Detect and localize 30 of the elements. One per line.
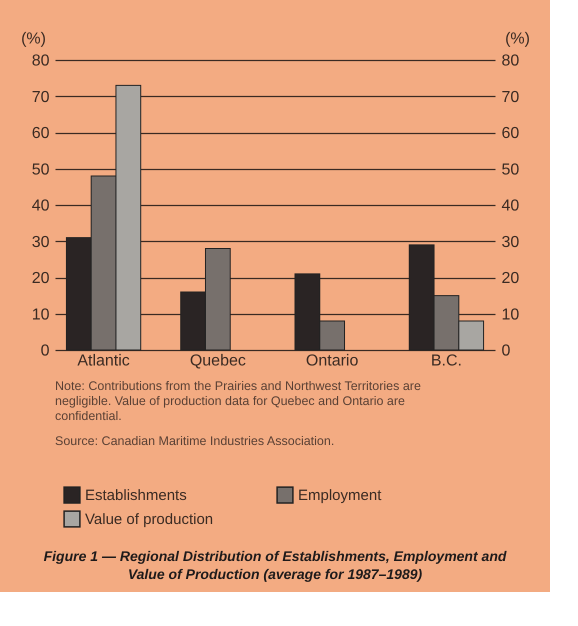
y-tick-label: 20 (32, 270, 50, 287)
y-axis-title: (%) (21, 30, 46, 48)
y2-tick-label: 0 (502, 342, 510, 360)
x-tick-label: Ontario (306, 352, 358, 370)
x-tick-label: B.C. (430, 352, 462, 370)
legend-label: Value of production (85, 511, 214, 528)
y2-tick-label: 40 (502, 198, 520, 214)
y2-axis-title: (%) (505, 30, 530, 48)
y-tick-label: 10 (32, 306, 50, 324)
y-tick-label: 0 (40, 342, 50, 360)
y-tick-label: 60 (32, 125, 50, 142)
legend-label: Establishments (85, 487, 187, 504)
text: Figure 1 — Regional Distribution of Establishments, Employment and Value of Production (average for 1987–1989) (44, 548, 507, 582)
source-note: Source: Canadian Maritime Industries Association. (55, 434, 334, 448)
text: Note: Contributions from the Prairies and Northwest Territories are negligible. Value of production data for Quebec and Ontario are confidential. (55, 379, 421, 423)
y2-tick-label: 30 (502, 234, 520, 251)
y-tick-label: 30 (32, 234, 50, 251)
legend-label: Employment (298, 487, 382, 504)
y-tick-label: 40 (32, 198, 50, 214)
y2-tick-label: 80 (502, 52, 520, 70)
y2-tick-label: 60 (502, 125, 520, 142)
y2-tick-label: 10 (502, 306, 520, 324)
y2-tick-label: 20 (502, 270, 520, 287)
x-tick-label: Quebec (190, 352, 246, 370)
y2-tick-label: 70 (502, 88, 520, 106)
y2-tick-label: 50 (502, 161, 520, 178)
y-tick-label: 50 (32, 161, 50, 178)
y-tick-label: 80 (32, 52, 50, 70)
y-tick-label: 70 (32, 88, 50, 106)
x-tick-label: Atlantic (77, 352, 130, 370)
